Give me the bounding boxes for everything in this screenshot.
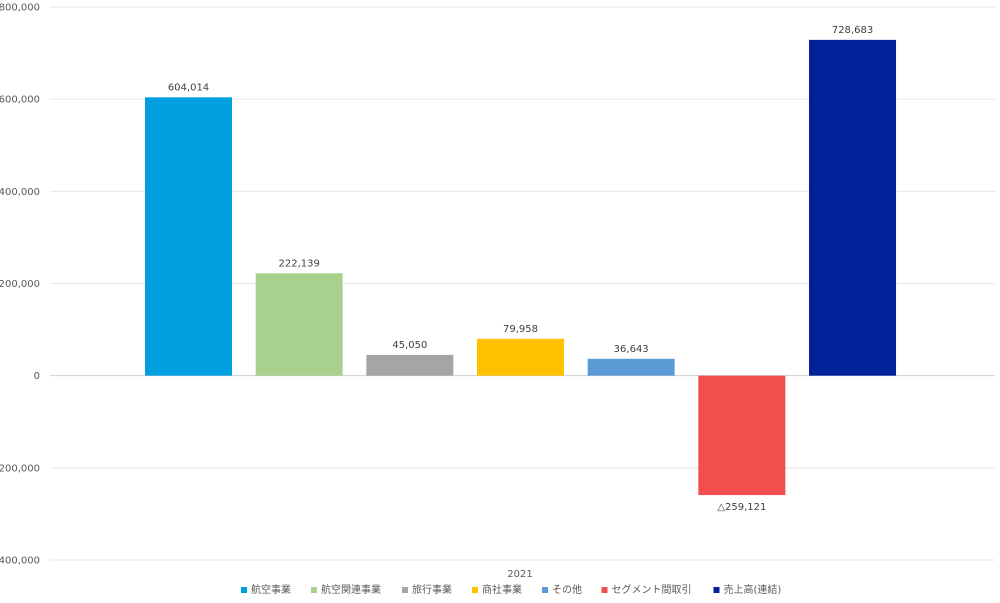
legend-label: セグメント間取引 [612,583,692,596]
legend-label: その他 [552,583,582,596]
data-label: 728,683 [832,25,873,36]
legend-item: その他 [542,583,582,596]
category-label: 2021 [507,569,532,580]
legend-swatch [241,587,247,593]
y-tick-label: 0 [34,371,40,382]
legend-label: 航空関連事業 [321,583,381,596]
bar [366,354,454,376]
data-label: 222,139 [278,258,319,269]
y-tick-label: 400,000 [0,187,40,198]
legend-item: 商社事業 [472,583,522,596]
legend-item: 航空事業 [241,583,291,596]
y-tick-label: -200,000 [0,463,40,474]
data-label: 604,014 [168,82,209,93]
data-labels: 604,014 222,139 45,050 79,958 36,643 △259,121… [168,25,873,513]
legend-label: 旅行事業 [412,583,452,596]
bar [255,273,343,376]
legend-swatch [601,587,608,593]
legend-label: 売上高(連結) [724,583,782,596]
data-label: 79,958 [503,324,538,335]
legend-label: 商社事業 [482,583,522,596]
y-tick-label: -400,000 [0,556,40,567]
bars [145,39,897,496]
legend-swatch [472,587,478,593]
data-label: △259,121 [717,502,766,513]
y-tick-label: 200,000 [0,279,40,290]
data-label: 36,643 [614,344,649,355]
legend-item: 航空関連事業 [311,583,381,596]
legend-label: 航空事業 [251,583,291,596]
legend-item: 売上高(連結) [713,583,782,596]
legend-item: 旅行事業 [402,583,452,596]
legend-swatch [713,587,720,593]
bar [477,338,565,376]
y-axis-tick-labels: 800,000 600,000 400,000 200,000 0 -200,000 -40… [0,3,40,567]
legend-item: セグメント間取引 [601,583,692,596]
bar [587,358,675,376]
bar [809,39,897,376]
bar [698,375,786,496]
data-label: 45,050 [392,340,427,351]
y-tick-label: 800,000 [0,3,40,14]
legend: 航空事業 航空関連事業 旅行事業 商社事業 その他 セグメント間取引 売上高(連結) [241,583,781,596]
y-tick-label: 600,000 [0,95,40,106]
legend-swatch [311,587,317,593]
legend-swatch [542,587,548,593]
legend-swatch [402,587,408,593]
bar [145,97,232,376]
